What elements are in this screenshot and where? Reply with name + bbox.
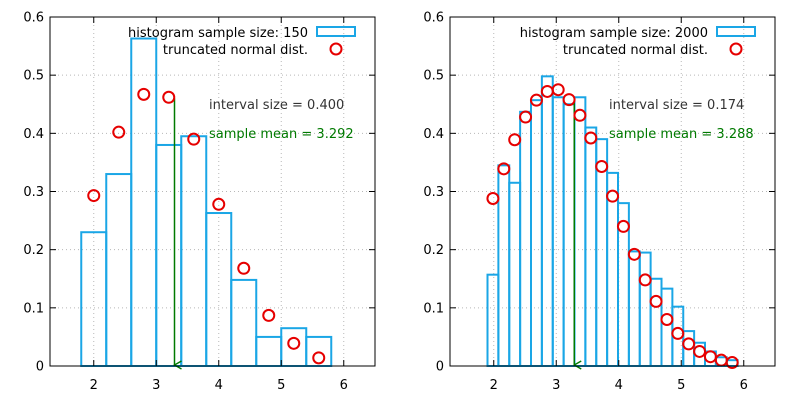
- data-point: [703, 350, 717, 364]
- y-tick-label: 0.3: [23, 185, 44, 200]
- histogram-bar: [280, 327, 308, 368]
- data-point: [573, 108, 587, 122]
- y-tick-label: 0.2: [423, 243, 444, 258]
- histogram-bar: [530, 99, 543, 367]
- legend-label-histogram: histogram sample size: 150: [128, 26, 308, 41]
- histogram-bar: [649, 277, 663, 367]
- x-tick-label: 5: [677, 378, 685, 393]
- data-point: [616, 219, 630, 233]
- x-tick-label: 6: [740, 378, 748, 393]
- x-tick-label: 5: [277, 378, 285, 393]
- data-point: [212, 197, 226, 211]
- y-tick-label: 0.2: [23, 243, 44, 258]
- legend-swatch-points: [329, 42, 343, 56]
- y-tick-label: 0.6: [23, 11, 44, 26]
- histogram-bar: [595, 138, 609, 367]
- y-tick-label: 0.4: [23, 127, 44, 142]
- histogram-bar: [508, 181, 522, 367]
- x-tick-label: 3: [152, 378, 160, 393]
- data-point: [112, 125, 126, 139]
- data-point: [595, 159, 609, 173]
- data-point: [551, 83, 565, 97]
- legend-label-points: truncated normal dist.: [563, 43, 708, 58]
- data-point: [87, 189, 101, 203]
- data-point: [660, 312, 674, 326]
- data-point: [262, 308, 276, 322]
- data-point: [312, 351, 326, 365]
- y-tick-label: 0.5: [23, 69, 44, 84]
- y-tick-label: 0: [436, 360, 444, 375]
- data-point: [606, 189, 620, 203]
- x-tick-label: 3: [552, 378, 560, 393]
- data-point: [162, 90, 176, 104]
- annotation-interval-size: interval size = 0.400: [209, 98, 344, 113]
- annotation-sample-mean: sample mean = 3.292: [209, 127, 354, 142]
- legend-swatch-histogram: [316, 26, 356, 37]
- legend-label-histogram: histogram sample size: 2000: [520, 26, 708, 41]
- data-point: [519, 110, 533, 124]
- histogram-bar: [105, 173, 133, 367]
- x-tick-label: 2: [490, 378, 498, 393]
- legend-swatch-points: [729, 42, 743, 56]
- legend: histogram sample size: 150 truncated norm…: [128, 26, 356, 58]
- data-point: [137, 87, 151, 101]
- legend-swatch-histogram: [716, 26, 756, 37]
- x-tick-label: 4: [215, 378, 223, 393]
- data-point: [486, 191, 500, 205]
- histogram-bar: [562, 103, 576, 367]
- data-point: [497, 162, 511, 176]
- histogram-bar: [617, 202, 630, 367]
- y-tick-label: 0.4: [423, 127, 444, 142]
- data-point: [671, 326, 685, 340]
- annotation-sample-mean: sample mean = 3.288: [609, 127, 754, 142]
- data-point: [638, 273, 652, 287]
- data-point: [237, 261, 251, 275]
- y-tick-label: 0.1: [23, 301, 44, 316]
- data-point: [187, 132, 201, 146]
- x-tick-label: 2: [90, 378, 98, 393]
- data-point: [508, 133, 522, 147]
- histogram-bar: [540, 75, 554, 368]
- data-point: [682, 337, 696, 351]
- y-tick-label: 0: [36, 360, 44, 375]
- histogram-bar: [573, 96, 587, 368]
- histogram-bar: [155, 143, 183, 367]
- x-tick-label: 6: [340, 378, 348, 393]
- chart-panel-1: 2 3 4 5 6 0 0.1 0.2 0.3 0.4 0.5 0.6 histogram sample…: [23, 11, 376, 393]
- data-point: [529, 93, 543, 107]
- data-point: [584, 131, 598, 145]
- y-tick-label: 0.5: [423, 69, 444, 84]
- y-tick-label: 0.1: [423, 301, 444, 316]
- legend-label-points: truncated normal dist.: [163, 43, 308, 58]
- data-point: [649, 294, 663, 308]
- data-point: [693, 344, 707, 358]
- data-point: [287, 336, 301, 350]
- y-tick-label: 0.6: [423, 11, 444, 26]
- annotation-interval-size: interval size = 0.174: [609, 98, 744, 113]
- data-point: [540, 84, 554, 98]
- histogram-bar: [551, 96, 565, 368]
- histogram-bar: [627, 250, 641, 367]
- data-point: [562, 93, 576, 107]
- data-point: [627, 247, 641, 261]
- y-tick-label: 0.3: [423, 185, 444, 200]
- histogram-bar: [660, 287, 674, 367]
- data-point: [725, 356, 739, 370]
- histogram-bar: [130, 37, 158, 367]
- legend: histogram sample size: 2000 truncated nor…: [520, 26, 756, 58]
- histogram-bar: [180, 135, 208, 367]
- chart-panel-2: 2 3 4 5 6 0 0.1 0.2 0.3 0.4 0.5 0.6 histogram sample…: [423, 11, 776, 393]
- histogram-bar: [255, 335, 283, 367]
- histogram-bar: [486, 273, 500, 368]
- histogram-bar: [638, 251, 652, 367]
- histogram-bar: [584, 126, 598, 368]
- histogram-bar: [230, 278, 258, 367]
- x-tick-label: 4: [615, 378, 623, 393]
- histogram-bar: [519, 110, 532, 368]
- histogram-bar: [497, 164, 511, 367]
